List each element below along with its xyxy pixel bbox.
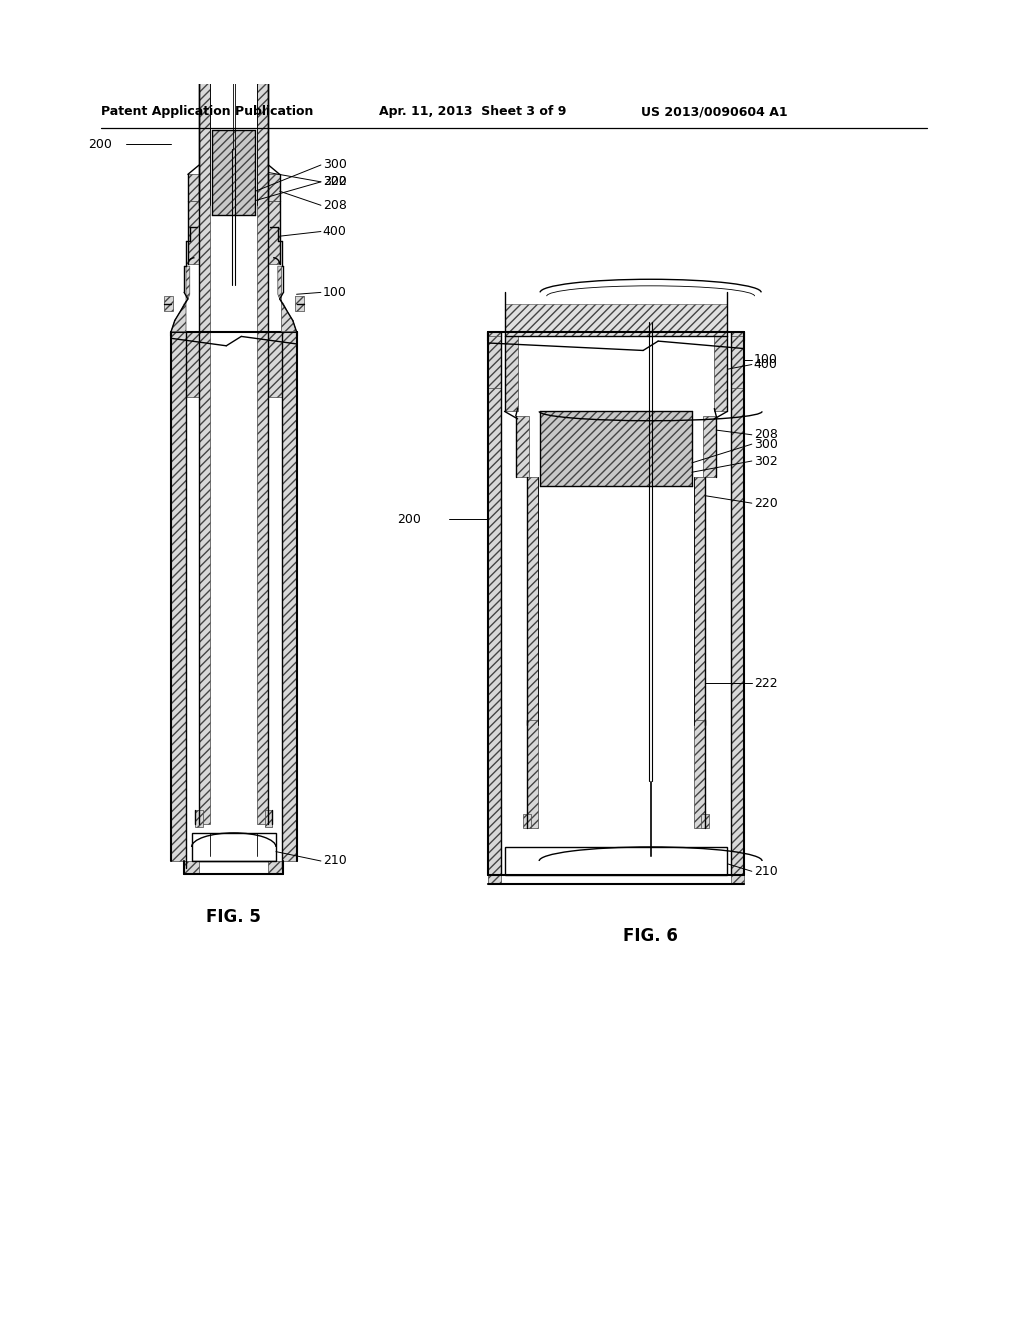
- Text: Patent Application Publication: Patent Application Publication: [100, 106, 313, 117]
- Text: 300: 300: [754, 438, 777, 450]
- Bar: [505, 337, 517, 412]
- Bar: [693, 477, 705, 725]
- Bar: [257, 37, 268, 824]
- Bar: [487, 337, 501, 388]
- Bar: [693, 721, 705, 828]
- Text: 222: 222: [754, 677, 777, 689]
- Text: 400: 400: [754, 358, 777, 371]
- Bar: [268, 331, 282, 397]
- Bar: [186, 331, 199, 397]
- Text: 100: 100: [323, 286, 347, 298]
- Bar: [487, 875, 501, 884]
- Text: FIG. 6: FIG. 6: [624, 927, 678, 945]
- Polygon shape: [278, 267, 297, 331]
- Bar: [264, 810, 272, 828]
- Bar: [701, 814, 709, 828]
- Bar: [731, 337, 744, 388]
- Text: 220: 220: [754, 496, 777, 510]
- Bar: [703, 416, 716, 477]
- Bar: [715, 337, 727, 412]
- Bar: [184, 861, 199, 874]
- Text: FIG. 5: FIG. 5: [207, 908, 261, 927]
- Text: 100: 100: [754, 354, 777, 367]
- Bar: [268, 861, 284, 874]
- Bar: [527, 477, 539, 725]
- Text: US 2013/0090604 A1: US 2013/0090604 A1: [641, 106, 787, 117]
- Text: 400: 400: [323, 224, 347, 238]
- Text: 210: 210: [754, 865, 777, 878]
- Text: 302: 302: [323, 176, 346, 189]
- Text: 208: 208: [323, 199, 347, 211]
- Bar: [187, 174, 201, 201]
- Text: 302: 302: [754, 454, 777, 467]
- Bar: [199, 37, 210, 824]
- Bar: [266, 201, 280, 264]
- Bar: [282, 331, 297, 861]
- Bar: [266, 174, 280, 201]
- Bar: [516, 416, 528, 477]
- Bar: [171, 331, 186, 861]
- Bar: [295, 296, 304, 312]
- Bar: [196, 810, 203, 828]
- Bar: [187, 201, 201, 264]
- Bar: [506, 304, 726, 337]
- Text: Apr. 11, 2013  Sheet 3 of 9: Apr. 11, 2013 Sheet 3 of 9: [379, 106, 566, 117]
- Bar: [164, 296, 173, 312]
- Polygon shape: [171, 267, 189, 331]
- Bar: [212, 131, 255, 215]
- Text: 210: 210: [323, 854, 346, 867]
- Text: 208: 208: [754, 428, 777, 441]
- Bar: [523, 814, 530, 828]
- Bar: [257, 41, 268, 206]
- Bar: [191, 833, 275, 861]
- Text: 200: 200: [397, 512, 421, 525]
- Bar: [487, 331, 501, 875]
- Bar: [527, 721, 539, 828]
- Text: 200: 200: [89, 137, 113, 150]
- Bar: [199, 41, 210, 206]
- Bar: [731, 331, 744, 875]
- Bar: [731, 875, 744, 884]
- Text: 220: 220: [323, 176, 346, 189]
- Text: 300: 300: [323, 158, 347, 172]
- Bar: [505, 847, 727, 875]
- Bar: [540, 412, 692, 486]
